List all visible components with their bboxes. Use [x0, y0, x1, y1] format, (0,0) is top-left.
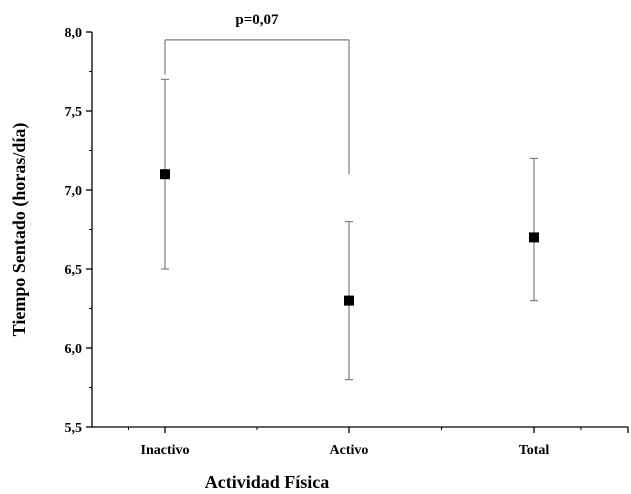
y-tick-label: 8,0	[65, 26, 83, 41]
data-point-total	[529, 232, 539, 243]
data-point-inactivo	[160, 169, 170, 180]
x-tick-label: Inactivo	[141, 443, 190, 458]
y-tick-label: 6,0	[65, 342, 83, 357]
axes: 5,5 6,0 6,5 7,0 7,5 8,0 Inactivo Activo Total	[65, 26, 629, 458]
significance-bracket: p=0,07	[164, 12, 350, 175]
y-tick-label: 7,0	[65, 184, 83, 199]
y-tick-label: 7,5	[65, 105, 83, 120]
p-value-label: p=0,07	[235, 12, 279, 28]
x-tick-label: Activo	[330, 443, 369, 458]
y-tick-label: 6,5	[65, 263, 83, 278]
y-tick-label: 5,5	[65, 421, 83, 436]
data-point-activo	[344, 295, 354, 306]
y-axis-title: Tiempo Sentado (horas/día)	[9, 123, 30, 337]
x-tick-label: Total	[519, 443, 550, 458]
x-axis-title: Actividad Física	[205, 472, 330, 492]
chart-marks: p=0,07	[160, 12, 539, 381]
